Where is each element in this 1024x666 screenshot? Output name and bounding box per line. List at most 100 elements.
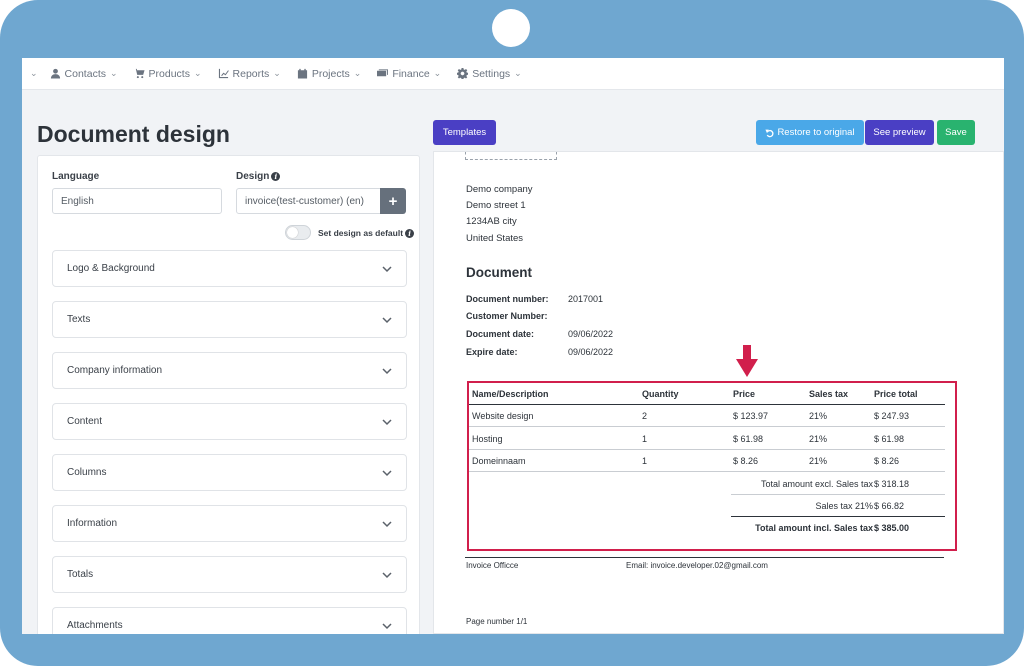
section-texts[interactable]: Texts xyxy=(52,301,407,338)
col-header: Sales tax xyxy=(809,389,849,399)
table-cell: $ 247.93 xyxy=(874,411,910,421)
table-cell: 21% xyxy=(809,434,828,444)
undo-icon xyxy=(765,129,774,137)
table-cell: $ 61.98 xyxy=(733,434,764,444)
footer-office: Invoice Officce xyxy=(466,561,519,570)
user-icon xyxy=(50,68,60,79)
section-information[interactable]: Information xyxy=(52,505,407,542)
section-totals[interactable]: Totals xyxy=(52,556,407,593)
total-divider xyxy=(731,494,945,495)
chevron-down-icon: ⌄ xyxy=(514,68,522,78)
col-header: Name/Description xyxy=(472,389,549,399)
templates-button[interactable]: Templates xyxy=(433,120,496,145)
chevron-down-icon xyxy=(382,469,392,476)
gear-icon xyxy=(457,68,469,79)
chevron-down-icon xyxy=(382,316,392,323)
language-select[interactable]: English xyxy=(52,188,222,214)
nav-label: Reports xyxy=(232,67,270,80)
table-cell: 21% xyxy=(809,411,828,421)
meta-value: 09/06/2022 xyxy=(568,329,614,339)
total-divider xyxy=(731,516,945,517)
design-settings-panel: Language English Design i invoice(test-cu… xyxy=(37,155,420,634)
col-header: Price total xyxy=(874,389,918,399)
nav-label: Projects xyxy=(311,67,350,80)
footer-divider xyxy=(465,557,944,558)
restore-button[interactable]: Restore to original xyxy=(756,120,864,145)
col-header: Quantity xyxy=(642,389,679,399)
nav-label: Contacts xyxy=(64,67,106,80)
nav-reports[interactable]: Reports ⌄ xyxy=(214,68,285,80)
chevron-down-icon: ⌄ xyxy=(273,68,281,78)
section-label: Columns xyxy=(67,467,107,478)
save-button[interactable]: Save xyxy=(937,120,975,145)
chevron-down-icon: ⌄ xyxy=(109,68,118,78)
cart-icon xyxy=(133,68,145,79)
meta-value: 2017001 xyxy=(568,294,604,304)
chevron-down-icon: ⌄ xyxy=(193,68,202,78)
page-title: Document design xyxy=(37,121,230,147)
chevron-down-icon xyxy=(382,622,392,629)
table-cell: Hosting xyxy=(472,434,503,444)
section-label: Attachments xyxy=(67,620,123,631)
table-cell: 1 xyxy=(642,434,648,444)
calendar-icon xyxy=(297,68,307,79)
toggle-knob xyxy=(287,227,298,238)
col-header: Price xyxy=(733,389,756,399)
company-country: United States xyxy=(466,233,524,244)
arrow-down-icon xyxy=(736,345,758,377)
footer-email: Email: invoice.developer.02@gmail.com xyxy=(626,561,768,570)
total-label: Total amount excl. Sales tax xyxy=(760,479,873,489)
meta-key: Document number: xyxy=(466,294,549,304)
money-icon xyxy=(377,69,389,77)
logo-placeholder[interactable] xyxy=(465,152,557,160)
total-label: Sales tax 21% xyxy=(815,501,873,511)
nav-finance[interactable]: Finance ⌄ xyxy=(373,68,445,80)
chevron-down-icon xyxy=(382,265,392,272)
default-design-label: Set design as default i xyxy=(318,228,415,239)
nav-label: Settings xyxy=(472,67,511,80)
table-cell: $ 61.98 xyxy=(874,434,905,444)
chart-icon xyxy=(218,68,229,79)
meta-key: Expire date: xyxy=(466,347,518,357)
table-cell: Website design xyxy=(472,411,534,421)
row-divider xyxy=(469,449,945,450)
chevron-down-icon: ⌄ xyxy=(433,68,442,78)
info-icon[interactable]: i xyxy=(271,171,281,181)
chevron-down-icon xyxy=(382,367,392,374)
table-cell: $ 123.97 xyxy=(733,411,769,421)
meta-value: 09/06/2022 xyxy=(568,347,614,357)
section-logo-background[interactable]: Logo & Background xyxy=(52,250,407,287)
see-preview-button[interactable]: See preview xyxy=(865,120,934,145)
add-design-button[interactable]: + xyxy=(380,188,406,214)
info-icon[interactable]: i xyxy=(405,229,415,239)
language-label: Language xyxy=(52,171,100,182)
header-divider xyxy=(469,404,945,405)
row-divider xyxy=(469,471,945,472)
meta-key: Customer Number: xyxy=(466,311,548,321)
nav-label: Finance xyxy=(392,67,430,80)
nav-settings[interactable]: Settings ⌄ xyxy=(453,68,526,80)
section-company-information[interactable]: Company information xyxy=(52,352,407,389)
section-attachments[interactable]: Attachments xyxy=(52,607,407,634)
total-value: $ 318.18 xyxy=(874,479,910,489)
design-select[interactable]: invoice(test-customer) (en) xyxy=(236,188,381,214)
nav-projects[interactable]: Projects ⌄ xyxy=(293,68,365,80)
chevron-down-icon[interactable]: ⌄ xyxy=(30,68,38,78)
nav-contacts[interactable]: Contacts ⌄ xyxy=(46,68,122,80)
restore-label: Restore to original xyxy=(777,127,855,138)
design-label: Design i xyxy=(236,171,281,182)
section-columns[interactable]: Columns xyxy=(52,454,407,491)
design-label-text: Design xyxy=(236,171,270,182)
section-label: Totals xyxy=(67,569,94,580)
toggle-label-text: Set design as default xyxy=(318,228,404,238)
grand-total-label: Total amount incl. Sales tax xyxy=(755,523,873,533)
nav-label: Products xyxy=(148,67,190,80)
table-cell: 21% xyxy=(809,456,828,466)
default-design-toggle[interactable] xyxy=(285,225,311,240)
section-content[interactable]: Content xyxy=(52,403,407,440)
nav-products[interactable]: Products ⌄ xyxy=(130,68,206,80)
section-label: Texts xyxy=(67,314,91,325)
chevron-down-icon xyxy=(382,418,392,425)
total-value: $ 66.82 xyxy=(874,501,905,511)
